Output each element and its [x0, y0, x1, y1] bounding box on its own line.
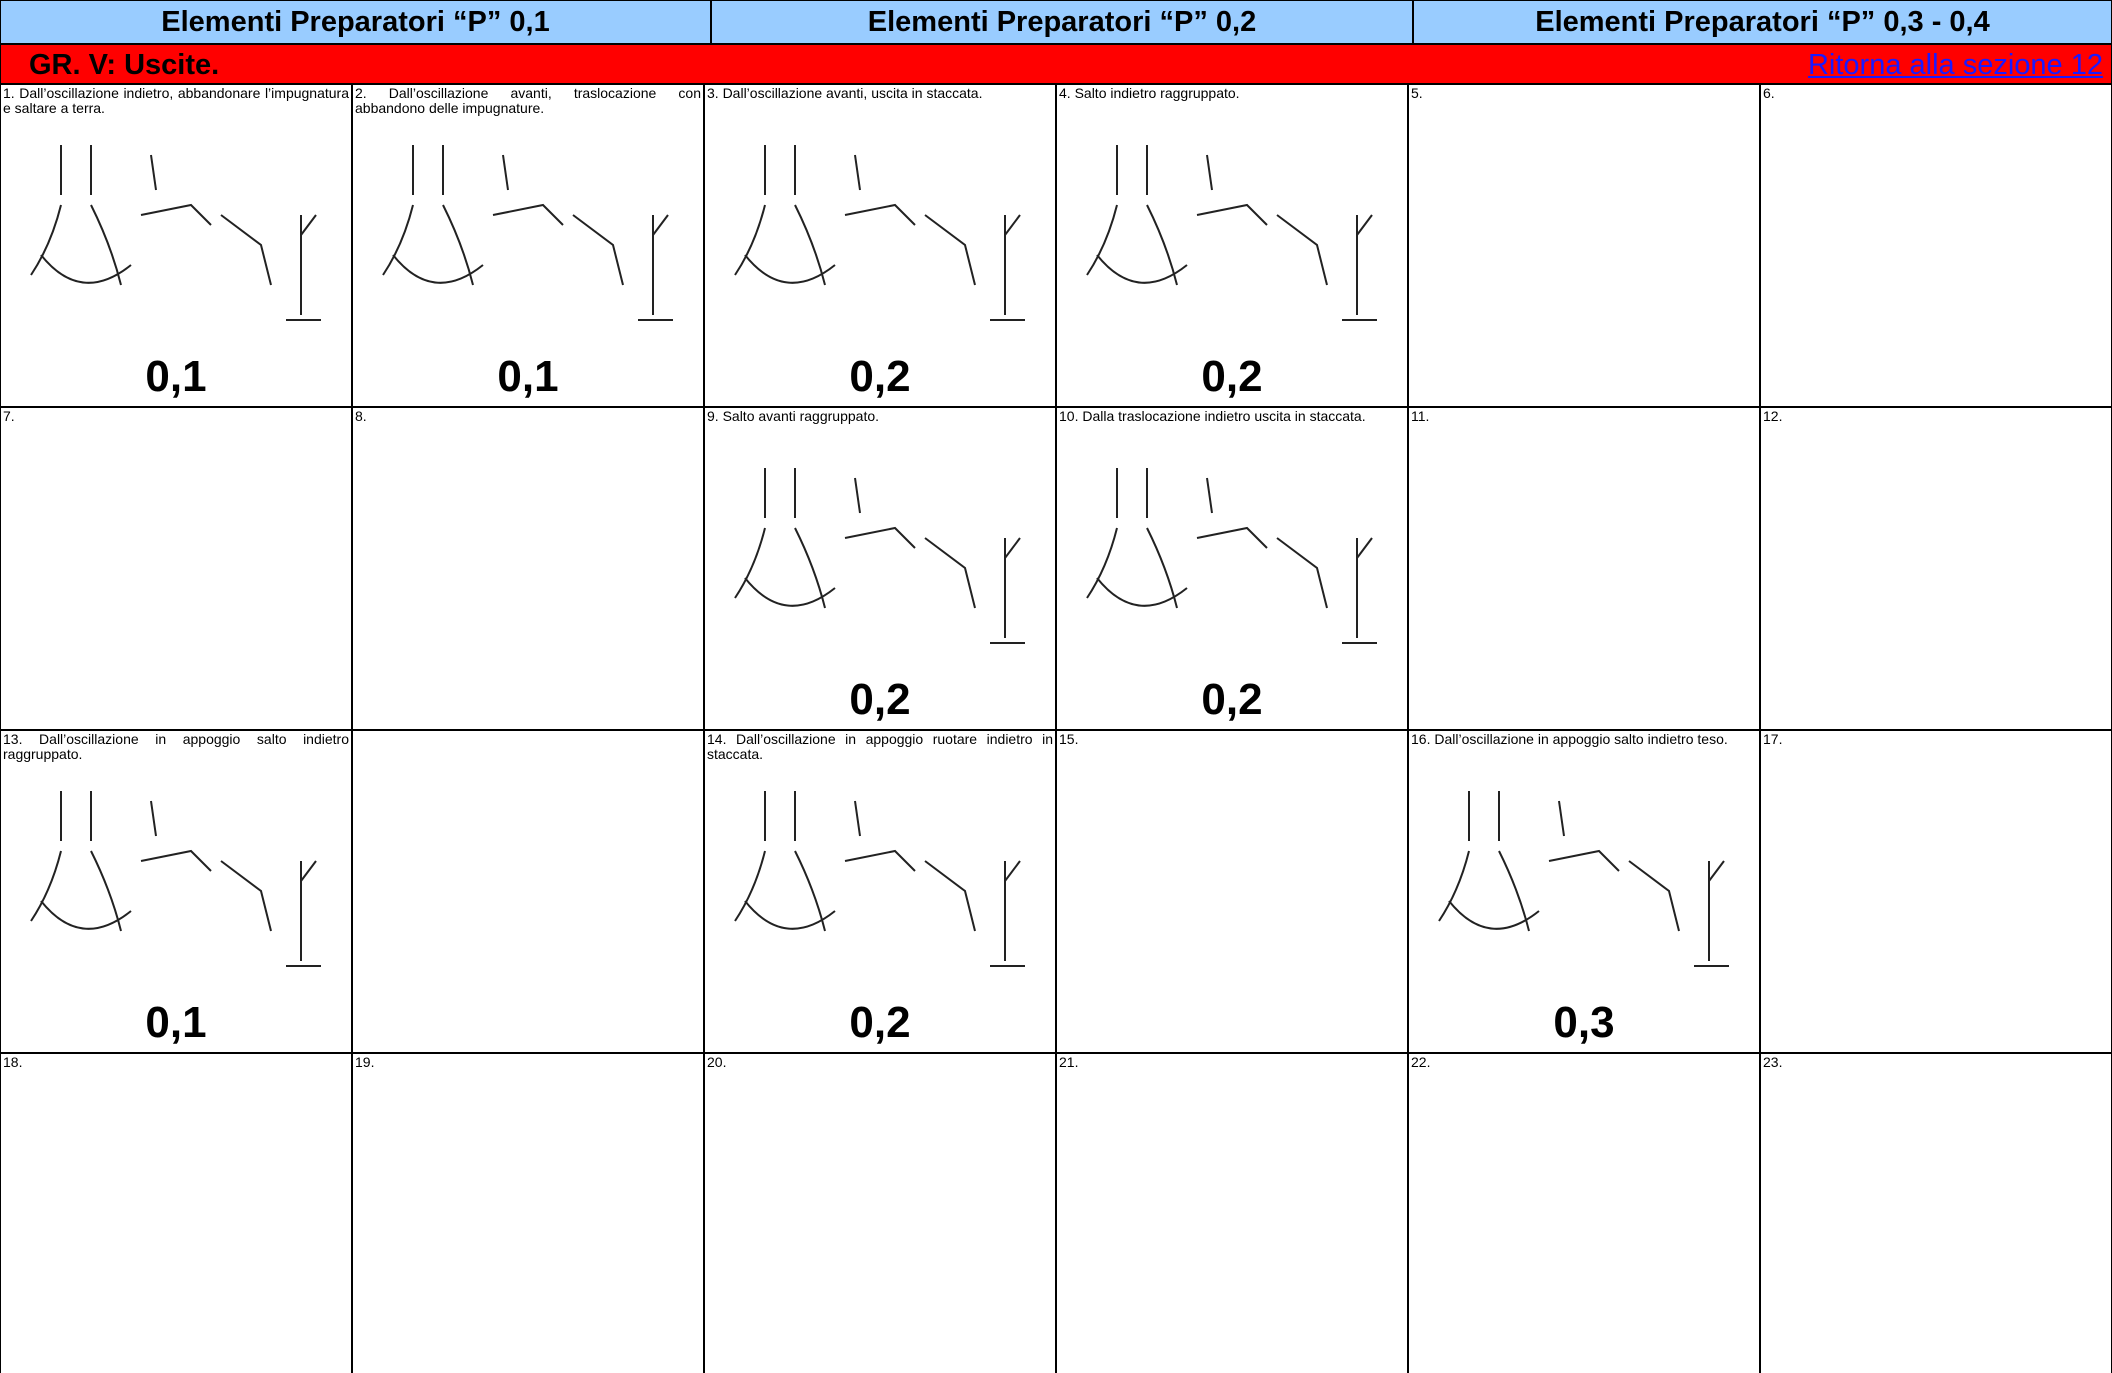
back-link[interactable]: Ritorna alla sezione 12 [1807, 49, 2103, 81]
cell-score: 0,1 [497, 352, 559, 401]
cell-score: 0,2 [849, 675, 911, 724]
cell-score: 0,3 [1553, 998, 1615, 1047]
illustration [734, 145, 1025, 321]
column-header: Elementi Preparatori “P” 0,1 [0, 0, 711, 44]
cell: 2. Dall’oscillazione avanti, traslocazio… [352, 84, 704, 407]
cell: 6. [1760, 84, 2112, 407]
cell-label: 4. Salto indietro raggruppato. [1059, 85, 1240, 101]
cell: 5. [1408, 84, 1760, 407]
group-title: GR. V: Uscite. [29, 49, 220, 81]
column-header: Elementi Preparatori “P” 0,2 [711, 0, 1413, 44]
cell: 10. Dalla traslocazione indietro uscita … [1056, 407, 1408, 730]
cell: 7. [0, 407, 352, 730]
cell: 20. [704, 1053, 1056, 1373]
cell-label: 14. Dall’oscillazione in appoggio ruotar… [707, 731, 1053, 762]
cell: 22. [1408, 1053, 1760, 1373]
cell: 19. [352, 1053, 704, 1373]
cell-label: 9. Salto avanti raggruppato. [707, 408, 880, 424]
illustration [1438, 791, 1729, 967]
cell-label: 16. Dall’oscillazione in appoggio salto … [1411, 731, 1728, 747]
cell-label: 5. [1411, 85, 1423, 101]
illustration [30, 145, 321, 321]
cell-label: 18. [3, 1054, 23, 1070]
cell: 11. [1408, 407, 1760, 730]
illustration [734, 791, 1025, 967]
cell-label: 20. [707, 1054, 727, 1070]
cell-label: 11. [1411, 408, 1430, 424]
cell-score: 0,2 [1201, 352, 1263, 401]
cell: 21. [1056, 1053, 1408, 1373]
cell-label: 15. [1059, 731, 1079, 747]
cell: 13. Dall’oscillazione in appoggio salto … [0, 730, 352, 1053]
illustration [734, 468, 1025, 644]
cell: 14. Dall’oscillazione in appoggio ruotar… [704, 730, 1056, 1053]
cell-label: 7. [3, 408, 15, 424]
cell-label: 12. [1763, 408, 1783, 424]
cell-score: 0,2 [849, 998, 911, 1047]
cell: 23. [1760, 1053, 2112, 1373]
illustration [1086, 145, 1377, 321]
cell-score: 0,1 [145, 352, 207, 401]
cell-label: 22. [1411, 1054, 1431, 1070]
illustration [1086, 468, 1377, 644]
cell-score: 0,2 [849, 352, 911, 401]
cell: 3. Dall’oscillazione avanti, uscita in s… [704, 84, 1056, 407]
cell-label: 6. [1763, 85, 1775, 101]
cell: 4. Salto indietro raggruppato. 0,2 [1056, 84, 1408, 407]
illustration [382, 145, 673, 321]
cell: 1. Dall’oscillazione indietro, abbandona… [0, 84, 352, 407]
cell: 12. [1760, 407, 2112, 730]
cell-label: 23. [1763, 1054, 1783, 1070]
cell-score: 0,2 [1201, 675, 1263, 724]
cell: 16. Dall’oscillazione in appoggio salto … [1408, 730, 1760, 1053]
cell-label: 8. [355, 408, 367, 424]
cell: 17. [1760, 730, 2112, 1053]
cell: 15. [1056, 730, 1408, 1053]
cell-label: 2. Dall’oscillazione avanti, traslocazio… [355, 85, 701, 116]
cell-label: 1. Dall’oscillazione indietro, abbandona… [3, 85, 349, 116]
cell: 18. [0, 1053, 352, 1373]
group-bar: GR. V: Uscite. Ritorna alla sezione 12 [0, 44, 2112, 84]
cell-label: 13. Dall’oscillazione in appoggio salto … [3, 731, 349, 762]
cell-score: 0,1 [145, 998, 207, 1047]
column-header: Elementi Preparatori “P” 0,3 - 0,4 [1413, 0, 2112, 44]
cell-label: 21. [1059, 1054, 1079, 1070]
illustration [30, 791, 321, 967]
cell: 8. [352, 407, 704, 730]
cell-label: 10. Dalla traslocazione indietro uscita … [1059, 408, 1366, 424]
cell: 9. Salto avanti raggruppato. 0,2 [704, 407, 1056, 730]
cell-label: 17. [1763, 731, 1783, 747]
cell-label: 3. Dall’oscillazione avanti, uscita in s… [707, 85, 983, 101]
cell [352, 730, 704, 1053]
cell-label: 19. [355, 1054, 375, 1070]
